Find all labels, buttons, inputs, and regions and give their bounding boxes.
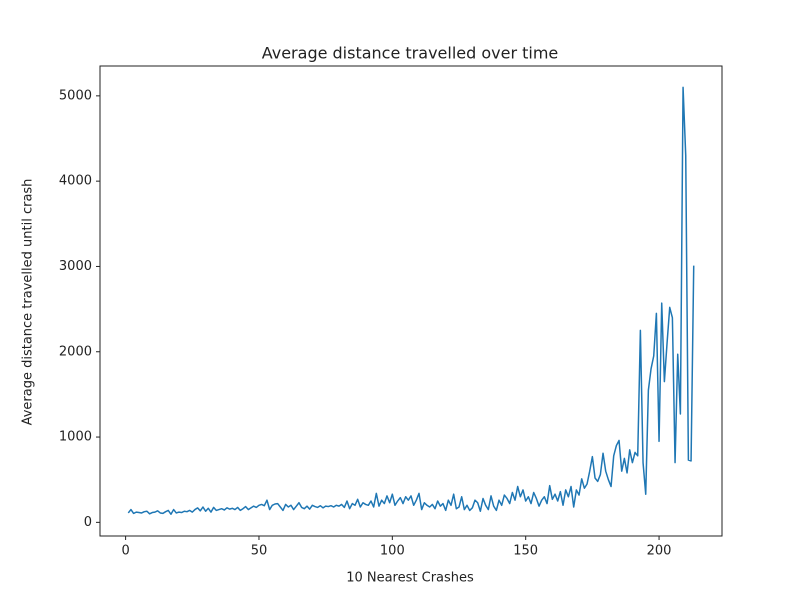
axes-frame bbox=[99, 65, 723, 537]
y-tick-label: 4000 bbox=[59, 174, 92, 189]
x-tick-label: 100 bbox=[380, 544, 405, 559]
x-axis-label: 10 Nearest Crashes bbox=[346, 571, 474, 586]
y-tick-label: 2000 bbox=[59, 344, 92, 359]
x-tick-label: 150 bbox=[513, 544, 538, 559]
y-tick-label: 5000 bbox=[59, 88, 92, 103]
y-tick-label: 1000 bbox=[59, 430, 92, 445]
x-tick-label: 0 bbox=[121, 544, 129, 559]
y-axis-label: Average distance travelled until crash bbox=[21, 179, 36, 426]
chart-title: Average distance travelled over time bbox=[262, 44, 559, 63]
y-tick-label: 0 bbox=[84, 515, 92, 530]
x-tick-label: 200 bbox=[647, 544, 672, 559]
x-tick-label: 50 bbox=[251, 544, 268, 559]
data-line bbox=[127, 86, 695, 515]
y-tick-label: 3000 bbox=[59, 259, 92, 274]
